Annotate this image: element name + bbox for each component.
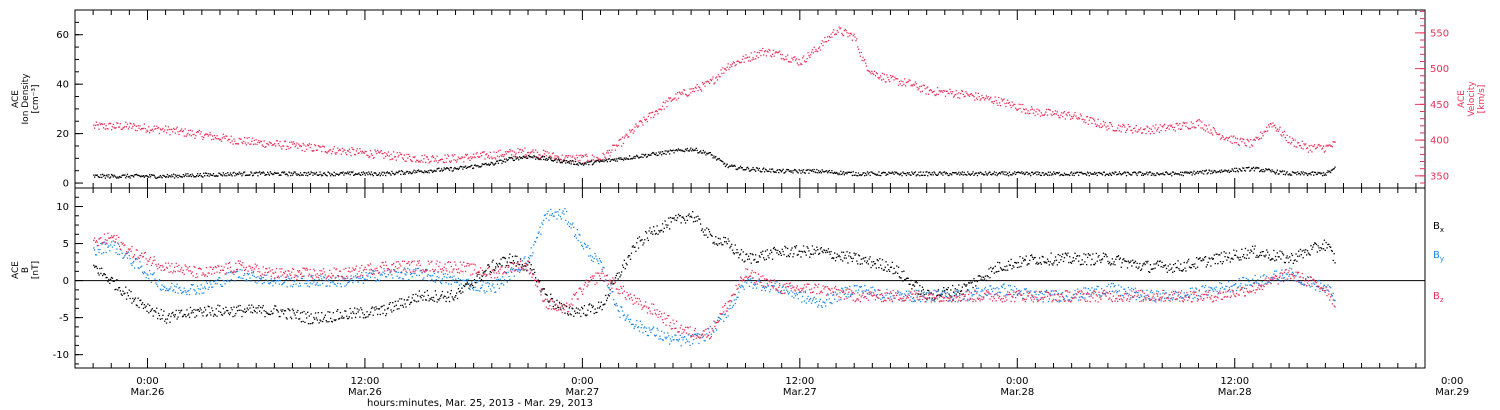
legend-subscript: x	[1440, 226, 1444, 234]
velocity-y-label: ACEVelocity[km/s]	[1457, 81, 1487, 117]
y-tick-label: 0	[63, 276, 69, 287]
y-tick-label: 60	[56, 30, 69, 41]
density-y-axis: 0 20 40 60	[56, 9, 83, 190]
bx-series	[93, 211, 1336, 325]
x-tick-label-date: Mar.26	[131, 387, 165, 398]
x-tick-label-time: 12:00	[351, 376, 380, 387]
x-axis-label: hours:minutes, Mar. 25, 2013 - Mar. 29, …	[367, 398, 593, 409]
legend-subscript: y	[1440, 255, 1444, 263]
x-tick-label-date: Mar.27	[783, 387, 817, 398]
density-y-label: ACEIon Density[cm⁻³]	[11, 73, 41, 125]
legend-label-bx: Bx	[1433, 221, 1444, 234]
y-tick-label: 5	[63, 239, 69, 250]
time-axis: 0:00Mar.2612:00Mar.260:00Mar.2712:00Mar.…	[74, 10, 1469, 398]
y-right-tick-label: 350	[1430, 171, 1449, 182]
y-axis-label-line: B	[21, 267, 31, 273]
x-tick-label-date: Mar.26	[348, 387, 382, 398]
y-axis-label-line: ACE	[11, 90, 21, 108]
y-axis-label-line: Ion Density	[21, 73, 31, 125]
field-y-axis: -10 -5 0 5 10	[53, 187, 83, 365]
x-tick-label-time: 12:00	[1220, 376, 1249, 387]
y-axis-label-line: Velocity	[1467, 81, 1477, 117]
velocity-series	[93, 26, 1336, 164]
y-axis-label-line: [cm⁻³]	[31, 84, 41, 113]
field-y-label: ACEB[nT]	[11, 261, 41, 279]
y-right-tick-label: 550	[1430, 28, 1449, 39]
legend-symbol: B	[1433, 250, 1440, 261]
y-tick-label: 40	[56, 80, 69, 91]
y-axis-label-line: ACE	[1457, 90, 1467, 108]
x-tick-label-date: Mar.29	[1435, 387, 1469, 398]
x-tick-label-time: 0:00	[571, 376, 593, 387]
x-tick-label-time: 12:00	[785, 376, 814, 387]
velocity-y-axis: 350 400 450 500 550	[1415, 10, 1449, 184]
density-series	[93, 147, 1336, 179]
panel1-frame	[74, 9, 1426, 189]
y-axis-label-line: ACE	[11, 261, 21, 279]
panel2-frame	[74, 187, 1426, 369]
by-series	[93, 208, 1336, 347]
x-tick-label-time: 0:00	[1006, 376, 1028, 387]
y-axis-label-line: [km/s]	[1477, 85, 1487, 114]
x-tick-label-date: Mar.28	[1000, 387, 1034, 398]
legend-symbol: B	[1433, 291, 1440, 302]
y-right-tick-label: 400	[1430, 136, 1449, 147]
bz-series	[93, 232, 1336, 339]
y-tick-label: -5	[59, 313, 69, 324]
x-tick-label-date: Mar.28	[1218, 387, 1252, 398]
legend-subscript: z	[1440, 296, 1444, 304]
y-tick-label: 10	[56, 202, 69, 213]
y-tick-label: 0	[63, 179, 69, 190]
y-right-tick-label: 450	[1430, 100, 1449, 111]
y-tick-label: -10	[53, 350, 69, 361]
legend-symbol: B	[1433, 221, 1440, 232]
y-right-tick-label: 500	[1430, 64, 1449, 75]
legend-label-bz: Bz	[1433, 291, 1444, 304]
y-axis-label-line: [nT]	[31, 261, 41, 279]
x-tick-label-date: Mar.27	[565, 387, 599, 398]
x-tick-label-time: 0:00	[1441, 376, 1463, 387]
legend-label-by: By	[1433, 250, 1444, 263]
x-tick-label-time: 0:00	[136, 376, 158, 387]
y-tick-label: 20	[56, 129, 69, 140]
